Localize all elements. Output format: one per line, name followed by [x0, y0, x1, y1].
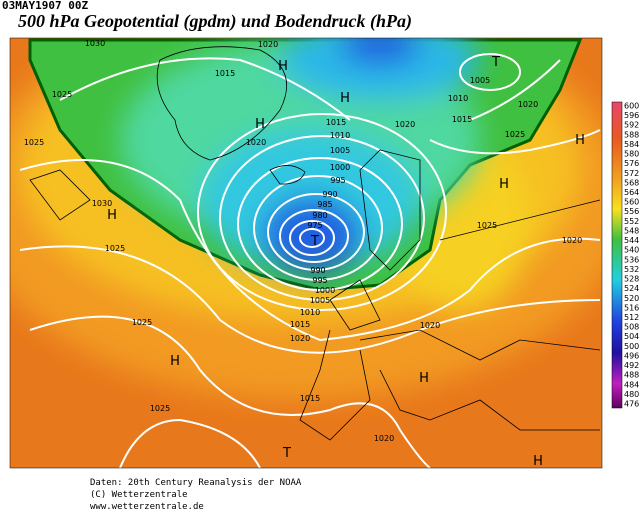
map-title: 500 hPa Geopotential (gpdm) und Bodendru… [18, 11, 412, 32]
colorbar-label: 508 [624, 323, 639, 332]
isobar-label: 1020 [246, 138, 266, 147]
colorbar-label: 480 [624, 390, 639, 399]
isobar-label: 1005 [310, 296, 330, 305]
colorbar-label: 484 [624, 380, 639, 389]
colorbar-label: 488 [624, 371, 639, 380]
colorbar-label: 492 [624, 361, 639, 370]
isobar-label: 980 [312, 211, 327, 220]
isobar-label: 1025 [477, 221, 497, 230]
date-stamp: 03MAY1907 00Z [2, 0, 88, 12]
colorbar-label: 476 [624, 400, 639, 409]
isobar-label: 985 [317, 200, 332, 209]
isobar-label: 990 [322, 190, 337, 199]
isobar-label: 1015 [215, 69, 235, 78]
isobar-label: 1010 [330, 131, 350, 140]
colorbar-label: 568 [624, 178, 639, 187]
isobar-label: 1005 [330, 146, 350, 155]
colorbar-label: 504 [624, 332, 639, 341]
colorbar-label: 524 [624, 284, 639, 293]
isobar-label: 1020 [374, 434, 394, 443]
isobar-label: 1020 [395, 120, 415, 129]
colorbar-label: 584 [624, 140, 639, 149]
colorbar-label: 556 [624, 207, 639, 216]
isobar-label: 1020 [562, 236, 582, 245]
isobar-label: 1025 [150, 404, 170, 413]
isobar-label: 975 [307, 221, 322, 230]
colorbar-label: 516 [624, 303, 639, 312]
colorbar-label: 552 [624, 217, 639, 226]
isobar-label: 1010 [448, 94, 468, 103]
pressure-center: H [499, 177, 509, 192]
colorbar-label: 520 [624, 294, 639, 303]
isobar-label: 1025 [52, 90, 72, 99]
colorbar-label: 572 [624, 169, 639, 178]
colorbar-label: 560 [624, 198, 639, 207]
isobar-label: 1010 [300, 308, 320, 317]
pressure-center: H [575, 133, 585, 148]
pressure-center: H [340, 91, 350, 106]
pressure-center: H [170, 354, 180, 369]
colorbar-label: 528 [624, 275, 639, 284]
colorbar-label: 576 [624, 159, 639, 168]
colorbar-label: 512 [624, 313, 639, 322]
isobar-label: 1030 [92, 199, 112, 208]
colorbar-label: 496 [624, 351, 639, 360]
colorbar-label: 588 [624, 130, 639, 139]
isobar-label: 1015 [326, 118, 346, 127]
pressure-center: H [278, 59, 288, 74]
colorbar-label: 596 [624, 111, 639, 120]
isobar-label: 1000 [330, 163, 350, 172]
colorbar-label: 564 [624, 188, 639, 197]
pressure-center: H [107, 208, 117, 223]
colorbar-label: 536 [624, 255, 639, 264]
footer-line: (C) Wetterzentrale [90, 490, 188, 500]
colorbar-label: 548 [624, 226, 639, 235]
isobar-label: 1030 [85, 39, 105, 48]
isobar-label: 1020 [420, 321, 440, 330]
colorbar-label: 600 [624, 102, 639, 111]
isobar-label: 1000 [315, 286, 335, 295]
isobar-label: 1020 [290, 334, 310, 343]
map-frame [9, 37, 603, 469]
colorbar-label: 540 [624, 246, 639, 255]
isobar-label: 995 [312, 276, 327, 285]
pressure-center: T [282, 446, 291, 461]
isobar-label: 1020 [518, 100, 538, 109]
isobar-label: 990 [310, 266, 325, 275]
pressure-center: T [491, 55, 500, 70]
footer-line: www.wetterzentrale.de [90, 502, 204, 510]
isobar-label: 1025 [505, 130, 525, 139]
isobar-label: 1015 [290, 320, 310, 329]
colorbar-label: 592 [624, 121, 639, 130]
isobar-label: 1025 [132, 318, 152, 327]
isobar-label: 995 [330, 176, 345, 185]
colorbar-label: 580 [624, 150, 639, 159]
isobar-label: 1025 [24, 138, 44, 147]
isobar-label: 1020 [258, 40, 278, 49]
colorbar [611, 101, 623, 409]
footer-line: Daten: 20th Century Reanalysis der NOAA [90, 478, 302, 488]
isobar-label: 1015 [300, 394, 320, 403]
map-field [10, 38, 602, 468]
pressure-center: H [533, 454, 543, 469]
isobar-label: 1005 [470, 76, 490, 85]
pressure-center: T [310, 234, 319, 249]
colorbar-label: 544 [624, 236, 639, 245]
isobar-label: 1025 [105, 244, 125, 253]
pressure-center: H [419, 371, 429, 386]
colorbar-label: 500 [624, 342, 639, 351]
pressure-center: H [255, 117, 265, 132]
colorbar-label: 532 [624, 265, 639, 274]
isobar-label: 1015 [452, 115, 472, 124]
